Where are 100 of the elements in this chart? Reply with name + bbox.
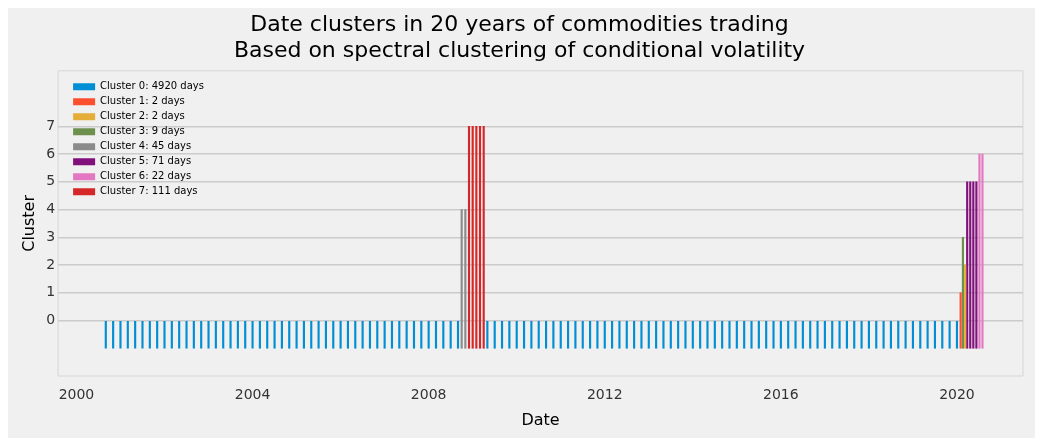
bar xyxy=(647,320,650,349)
bar xyxy=(552,320,555,349)
bar xyxy=(845,320,848,349)
bar xyxy=(420,320,423,349)
bar xyxy=(904,320,907,349)
bar xyxy=(434,320,438,349)
y-tick-label: 5 xyxy=(46,172,56,189)
bar xyxy=(978,153,981,349)
bar xyxy=(324,320,328,349)
bar xyxy=(376,320,379,349)
bar xyxy=(743,320,746,349)
bar xyxy=(941,320,944,349)
bar xyxy=(148,320,151,349)
bar xyxy=(691,320,694,349)
y-tick-label: 4 xyxy=(46,200,56,217)
x-tick-label: 2012 xyxy=(586,386,623,403)
bar xyxy=(475,125,478,349)
legend-label: Cluster 6: 22 days xyxy=(100,170,192,182)
bar xyxy=(460,209,463,349)
bar xyxy=(809,320,812,349)
bar xyxy=(493,320,496,349)
bar xyxy=(442,320,445,349)
bar xyxy=(831,320,834,349)
bar xyxy=(816,320,819,349)
bar xyxy=(537,320,540,349)
bar xyxy=(522,320,526,349)
bar xyxy=(757,320,760,349)
bar xyxy=(368,320,372,349)
y-axis-title: Cluster xyxy=(18,194,38,252)
bar xyxy=(200,320,203,349)
bar xyxy=(398,320,401,349)
bar xyxy=(482,125,485,349)
bar xyxy=(794,320,797,349)
bar xyxy=(633,320,636,349)
legend-label: Cluster 2: 2 days xyxy=(100,110,185,122)
bar xyxy=(959,292,962,349)
bar xyxy=(838,320,841,349)
bar xyxy=(332,320,335,349)
legend-label: Cluster 0: 4920 days xyxy=(100,80,204,92)
bar xyxy=(566,320,570,349)
bar xyxy=(625,320,628,349)
legend-label: Cluster 4: 45 days xyxy=(100,140,192,152)
bar xyxy=(486,320,489,349)
bar xyxy=(104,320,107,349)
bar xyxy=(853,320,856,349)
y-tick-label: 2 xyxy=(46,255,56,272)
y-tick-label: 7 xyxy=(46,116,56,133)
bar xyxy=(589,320,592,349)
bar xyxy=(310,320,313,349)
bar xyxy=(961,236,964,349)
bar xyxy=(823,320,826,349)
bar xyxy=(112,320,115,349)
bar xyxy=(280,320,283,349)
bar xyxy=(251,320,254,349)
bar xyxy=(170,320,173,349)
bar xyxy=(464,209,467,349)
bar xyxy=(192,320,195,349)
bar xyxy=(508,320,511,349)
bar xyxy=(214,320,217,349)
bar xyxy=(119,320,122,349)
bar xyxy=(875,320,878,349)
bar xyxy=(317,320,320,349)
bar xyxy=(574,320,577,349)
bar xyxy=(706,320,709,349)
bar xyxy=(618,320,621,349)
bar xyxy=(427,320,430,349)
bar xyxy=(897,320,900,349)
bar xyxy=(500,320,504,349)
bar xyxy=(361,320,364,349)
bar xyxy=(889,320,892,349)
bar xyxy=(882,320,885,349)
bar xyxy=(975,181,978,349)
bar xyxy=(867,320,870,349)
bar xyxy=(515,320,518,349)
bar xyxy=(611,320,614,349)
x-tick-label: 2004 xyxy=(234,386,271,403)
bar xyxy=(178,320,181,349)
bar xyxy=(530,320,533,349)
bar xyxy=(258,320,261,349)
bar xyxy=(222,320,225,349)
bar xyxy=(655,320,658,349)
bar xyxy=(266,320,269,349)
bar xyxy=(185,320,188,349)
y-tick-label: 6 xyxy=(46,144,56,161)
bar xyxy=(236,320,239,349)
bar xyxy=(581,320,584,349)
bar xyxy=(926,320,929,349)
bar xyxy=(948,320,951,349)
bar xyxy=(596,320,599,349)
x-tick-label: 2008 xyxy=(410,386,447,403)
bar xyxy=(933,320,937,349)
bar xyxy=(339,320,342,349)
x-tick-label: 2000 xyxy=(58,386,95,403)
bar xyxy=(456,320,460,349)
bar xyxy=(750,320,753,349)
bar xyxy=(699,320,702,349)
bar xyxy=(860,320,863,349)
bar xyxy=(449,320,452,349)
bar xyxy=(955,320,959,349)
bar xyxy=(603,320,606,349)
